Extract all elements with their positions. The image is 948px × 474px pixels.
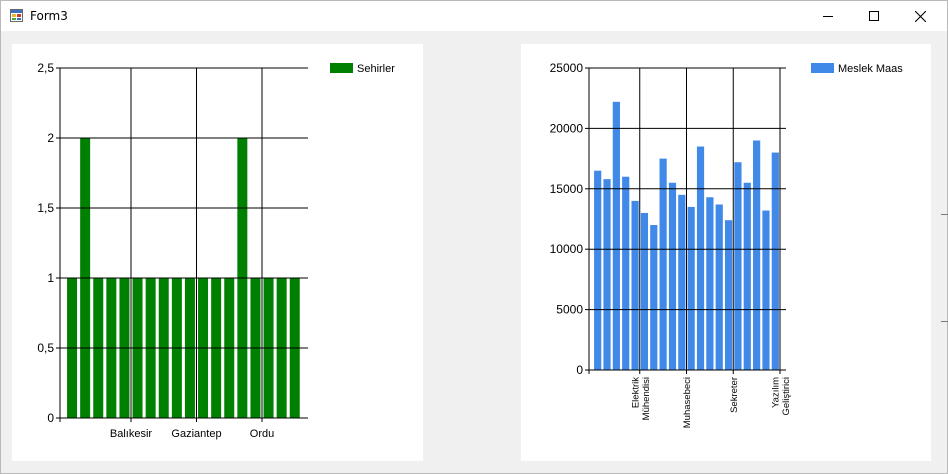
y-tick-label: 5000 [556, 303, 583, 317]
bar [724, 220, 733, 370]
title-bar[interactable]: Form3 [1, 1, 947, 31]
x-tick-label: Balıkesir [110, 428, 153, 440]
y-tick-label: 25000 [550, 61, 584, 75]
bar [612, 101, 620, 370]
y-tick-label: 1 [47, 271, 54, 285]
bar [762, 210, 770, 370]
y-tick-label: 20000 [550, 121, 584, 135]
bar [668, 182, 677, 370]
legend-swatch [811, 63, 834, 73]
x-tick-label: Gaziantep [171, 428, 221, 440]
y-tick-label: 10000 [550, 242, 584, 256]
maximize-button[interactable] [851, 1, 897, 31]
edge-mark [941, 321, 948, 322]
close-icon [914, 10, 926, 22]
bar [743, 182, 751, 370]
bar [753, 140, 761, 370]
bar [631, 200, 639, 370]
meslek-maas-chart-panel: 0 5000 10000 15000 20000 25000 ElektrikMühendi… [521, 44, 931, 461]
bar [603, 179, 611, 370]
bar [622, 176, 630, 370]
y-tick-label: 2,5 [37, 61, 54, 75]
x-tick-label-group: Muhasebeci [682, 377, 693, 428]
x-tick-label-group: YazılımGeliştirici [771, 377, 793, 416]
minimize-icon [823, 16, 833, 17]
x-tick-label: Sekreter [729, 377, 740, 413]
legend-label: Meslek Maas [838, 63, 903, 75]
sehirler-chart: 0 0,5 1 1,5 2 2,5 Balıkesir Gaziantep Ordu Sehirl… [37, 61, 395, 440]
window-title: Form3 [30, 9, 68, 23]
sehirler-chart-panel: 0 0,5 1 1,5 2 2,5 Balıkesir Gaziantep Ordu Sehirl… [12, 44, 423, 461]
bar [734, 162, 742, 370]
close-button[interactable] [897, 1, 943, 31]
bar [706, 197, 714, 370]
x-tick-label: Muhasebeci [682, 377, 693, 428]
edge-mark [941, 214, 948, 215]
maximize-icon [869, 11, 879, 21]
y-tick-label: 1,5 [37, 201, 54, 215]
bar [687, 206, 695, 370]
bar [594, 170, 602, 370]
minimize-button[interactable] [805, 1, 851, 31]
y-tick-label: 15000 [550, 182, 584, 196]
x-tick-label-group: ElektrikMühendisi [630, 377, 652, 421]
legend-swatch [330, 63, 353, 73]
x-tick-label: YazılımGeliştirici [771, 377, 793, 416]
bar [696, 146, 705, 370]
x-tick-label: ElektrikMühendisi [630, 377, 652, 421]
y-tick-label: 0 [576, 363, 583, 377]
x-tick-label: Ordu [250, 428, 274, 440]
bar [715, 204, 723, 370]
y-tick-label: 2 [47, 131, 54, 145]
x-tick-label-group: Sekreter [729, 377, 740, 413]
meslek-maas-chart: 0 5000 10000 15000 20000 25000 ElektrikMühendi… [550, 61, 904, 428]
legend-label: Sehirler [357, 63, 395, 75]
bar [640, 212, 649, 370]
y-tick-label: 0 [47, 411, 54, 425]
winforms-app-icon [10, 9, 23, 22]
y-tick-label: 0,5 [37, 341, 54, 355]
bar [659, 158, 667, 370]
bar [650, 225, 658, 370]
bar [771, 152, 779, 370]
bar [678, 194, 686, 370]
